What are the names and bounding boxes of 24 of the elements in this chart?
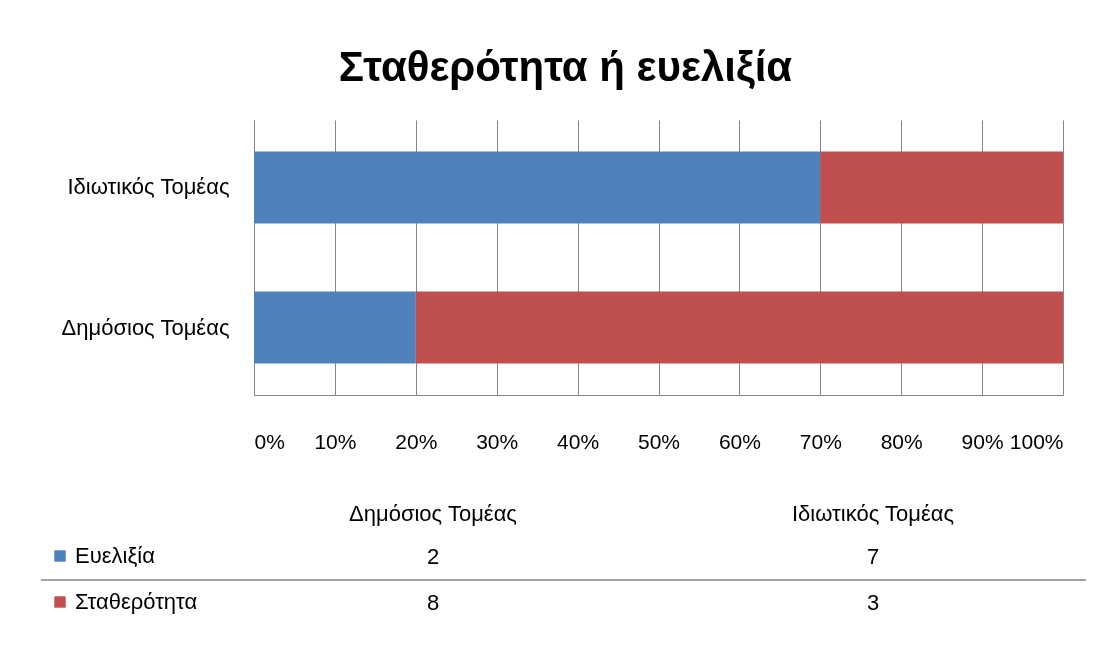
x-tick-label: 50%	[637, 429, 681, 453]
bar	[820, 151, 1063, 224]
x-tick-label: 10%	[314, 429, 357, 453]
x-tick-label: 80%	[880, 429, 923, 453]
x-tick-label: 40%	[557, 429, 600, 453]
data-label: 2	[426, 544, 440, 569]
x-tick-label: 30%	[476, 429, 519, 453]
x-tick-label: 20%	[395, 429, 438, 453]
x-tick-label: 0%	[254, 429, 285, 453]
bar	[415, 291, 1063, 364]
data-label: 8	[426, 590, 440, 615]
data-label: 7	[866, 544, 880, 569]
x-tick-label: 60%	[718, 429, 761, 453]
legend-label: Ευελιξία	[75, 543, 156, 568]
category-label: Δημόσιος Τομέας	[349, 501, 517, 526]
x-tick-label: 100%	[1009, 429, 1064, 453]
x-tick-label: 90%	[961, 429, 1004, 453]
x-tick-label: 70%	[799, 429, 842, 453]
category-label: Ιδιωτικός Τομέας	[791, 501, 955, 526]
bar	[254, 151, 821, 224]
data-label: 3	[866, 590, 880, 615]
chart-title: Σταθερότητα ή ευελιξία	[338, 43, 793, 90]
bar	[254, 291, 416, 364]
legend-label: Σταθερότητα	[75, 589, 198, 614]
